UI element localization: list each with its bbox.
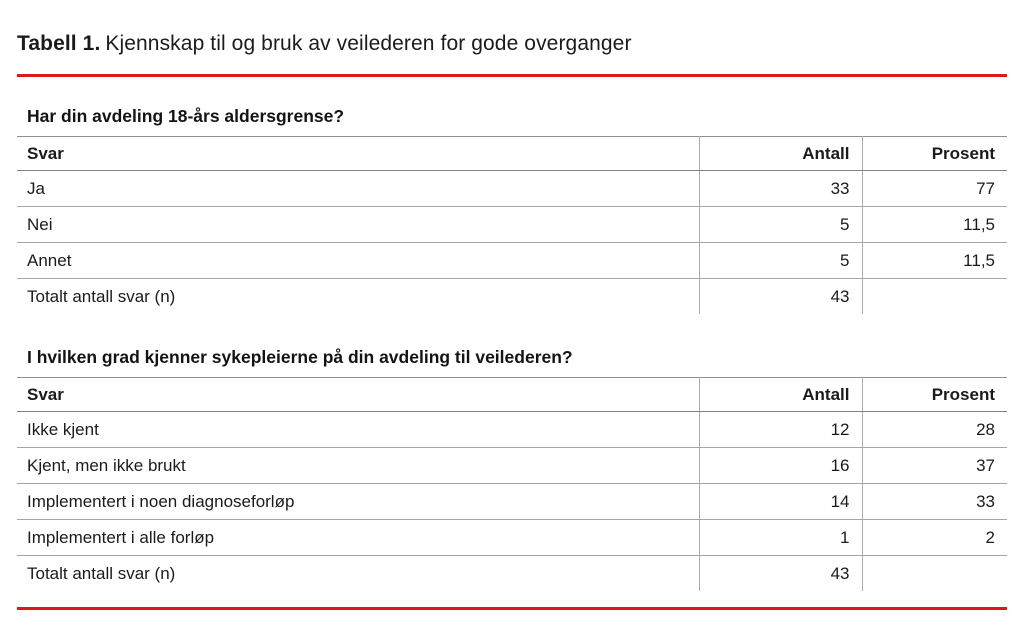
column-header-svar: Svar — [17, 377, 699, 412]
cell-percent: 11,5 — [861, 242, 1007, 279]
cell-percent: 2 — [861, 519, 1007, 556]
cell-answer: Implementert i noen diagnoseforløp — [17, 483, 699, 520]
cell-percent: 28 — [861, 411, 1007, 448]
familiarity-table: Svar Antall Prosent Ikke kjent 12 28 Kje… — [17, 377, 1007, 591]
cell-percent: 33 — [861, 483, 1007, 520]
top-divider — [17, 74, 1007, 77]
table-caption-number: Tabell 1. — [17, 32, 101, 55]
table-row-total: Totalt antall svar (n) 43 — [17, 278, 1007, 314]
cell-count: 33 — [698, 170, 862, 207]
section-guideline-familiarity: I hvilken grad kjenner sykepleierne på d… — [17, 347, 1007, 591]
document-page: Tabell 1. Kjennskap til og bruk av veiled… — [17, 31, 1007, 610]
cell-count: 43 — [698, 555, 862, 591]
table-header-row: Svar Antall Prosent — [17, 136, 1007, 171]
section-heading: Har din avdeling 18-års aldersgrense? — [27, 106, 345, 126]
cell-answer: Ikke kjent — [17, 411, 699, 448]
table-row: Implementert i alle forløp 1 2 — [17, 519, 1007, 556]
cell-count: 16 — [698, 447, 862, 484]
table-row: Kjent, men ikke brukt 16 37 — [17, 447, 1007, 484]
column-header-prosent: Prosent — [861, 136, 1007, 171]
section-age-limit: Har din avdeling 18-års aldersgrense? Sv… — [17, 106, 1007, 314]
table-header-row: Svar Antall Prosent — [17, 377, 1007, 412]
cell-answer: Ja — [17, 170, 699, 207]
cell-percent — [861, 555, 1007, 591]
age-limit-table: Svar Antall Prosent Ja 33 77 Nei 5 11,5 … — [17, 136, 1007, 314]
cell-answer: Kjent, men ikke brukt — [17, 447, 699, 484]
table-row-total: Totalt antall svar (n) 43 — [17, 555, 1007, 591]
table-row: Annet 5 11,5 — [17, 242, 1007, 279]
cell-answer: Totalt antall svar (n) — [27, 563, 176, 583]
cell-answer: Implementert i alle forløp — [17, 519, 699, 556]
column-header-antall: Antall — [698, 136, 862, 171]
cell-answer: Annet — [17, 242, 699, 279]
table-row: Implementert i noen diagnoseforløp 14 33 — [17, 483, 1007, 520]
cell-count: 5 — [698, 206, 862, 243]
table-row: Ja 33 77 — [17, 170, 1007, 207]
cell-count: 1 — [698, 519, 862, 556]
section-heading: I hvilken grad kjenner sykepleierne på d… — [27, 347, 573, 367]
column-header-antall: Antall — [698, 377, 862, 412]
cell-count: 12 — [698, 411, 862, 448]
table-row: Ikke kjent 12 28 — [17, 411, 1007, 448]
cell-percent: 77 — [861, 170, 1007, 207]
cell-percent: 11,5 — [861, 206, 1007, 243]
column-header-svar: Svar — [17, 136, 699, 171]
cell-count: 5 — [698, 242, 862, 279]
column-header-prosent: Prosent — [861, 377, 1007, 412]
table-caption: Tabell 1. Kjennskap til og bruk av veiled… — [17, 31, 1007, 56]
cell-percent: 37 — [861, 447, 1007, 484]
table-caption-text: Kjennskap til og bruk av veilederen for … — [105, 32, 632, 55]
cell-percent — [861, 278, 1007, 314]
table-row: Nei 5 11,5 — [17, 206, 1007, 243]
cell-count: 14 — [698, 483, 862, 520]
cell-answer: Totalt antall svar (n) — [27, 286, 176, 306]
cell-count: 43 — [698, 278, 862, 314]
bottom-divider — [17, 607, 1007, 610]
cell-answer: Nei — [17, 206, 699, 243]
